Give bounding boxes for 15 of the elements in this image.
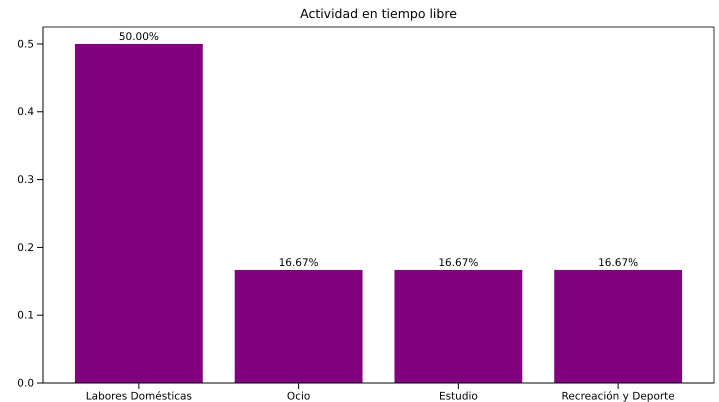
x-tick-label: Estudio [438,390,478,402]
y-tick-label: 0.5 [17,38,34,50]
data-label: 16.67% [598,256,638,269]
x-tick-label: Labores Domésticas [86,390,192,402]
y-tick-label: 0.0 [17,377,34,390]
data-label: 50.00% [118,30,159,43]
y-tick-label: 0.4 [17,106,34,118]
y-tick-label: 0.2 [17,242,34,254]
x-tick-label: Ocio [286,390,310,402]
y-tick-label: 0.3 [17,174,34,186]
chart-title: Actividad en tiempo libre [300,6,458,21]
data-label: 16.67% [278,256,319,269]
data-label: 16.67% [438,256,478,269]
x-tick-label: Recreación y Deporte [562,390,675,402]
y-tick-label: 0.1 [17,310,34,322]
